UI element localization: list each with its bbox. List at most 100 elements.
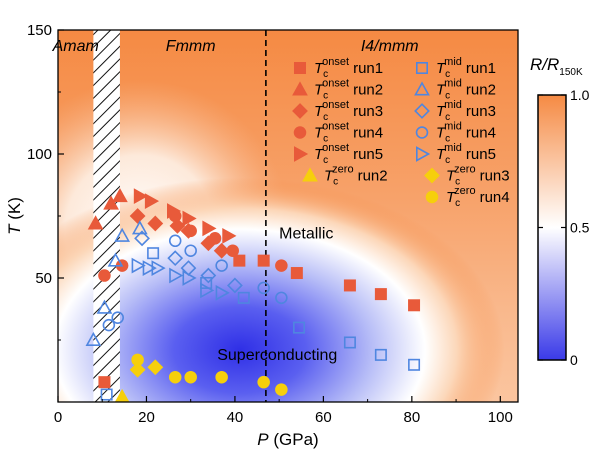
data-point-series-12: [215, 370, 228, 384]
data-point-series-4: [182, 210, 197, 227]
legend-sup: mid: [444, 142, 462, 154]
legend-var: T: [436, 125, 447, 142]
data-point-series-2: [213, 242, 230, 259]
legend-var: T: [324, 168, 335, 185]
legend-marker-9: [415, 126, 429, 139]
legend-marker-12: [425, 190, 439, 204]
data-point-series-12: [168, 370, 182, 384]
y-axis-variable: T: [5, 223, 24, 235]
legend-run: run1: [353, 60, 383, 77]
data-point-series-4: [222, 227, 237, 244]
legend-marker-5: [302, 167, 318, 182]
data-point-series-3: [208, 232, 222, 245]
colorbar-title: R/R150K: [530, 55, 583, 78]
legend-marker-8: [414, 103, 430, 119]
data-point-series-9: [215, 259, 228, 272]
data-point-series-11: [129, 361, 146, 378]
legend-var: T: [436, 82, 447, 99]
legend-run: run4: [480, 189, 510, 206]
legend-entry-6: Tcmid run1: [436, 56, 496, 80]
legend-entry-3: Tconset run4: [314, 121, 383, 145]
data-point-series-2: [129, 208, 146, 224]
legend-entry-9: Tcmid run4: [436, 121, 496, 145]
legend-var: T: [314, 82, 325, 99]
hatched-region: [93, 30, 120, 402]
legend-entry-5: Tczero run2: [324, 164, 388, 188]
data-point-series-4: [167, 203, 182, 219]
legend-sub: c: [333, 177, 338, 188]
data-point-series-9: [184, 244, 197, 257]
legend-entry-7: Tcmid run2: [436, 78, 496, 102]
data-point-series-10: [169, 267, 184, 284]
legend-var: T: [314, 60, 325, 77]
legend-run: run2: [353, 82, 383, 99]
data-point-series-6: [293, 321, 306, 334]
axis-ticks: 0 20 40 60 80 100 50 100 150: [27, 22, 513, 426]
data-point-series-10: [215, 285, 230, 301]
data-point-series-0: [98, 376, 111, 389]
data-point-series-9: [168, 234, 182, 248]
data-point-series-0: [257, 254, 270, 267]
legend-marker-11: [424, 167, 440, 184]
data-point-series-6: [343, 336, 356, 349]
colorbar-title-main: R/R: [530, 55, 559, 74]
chart-labels: P (GPa) T (K) Amam Fmmm I4/mmm Metallic Superc…: [5, 38, 419, 449]
data-point-series-10: [142, 260, 157, 276]
data-point-series-7: [85, 331, 102, 347]
legend-sub: c: [445, 69, 450, 80]
legend-sub: c: [445, 112, 450, 123]
x-tick-label: 100: [488, 409, 513, 426]
legend-entry-12: Tczero run4: [446, 185, 510, 209]
data-point-series-10: [151, 260, 166, 276]
legend-sup: zero: [454, 164, 475, 176]
region-label-0: Metallic: [279, 225, 333, 242]
legend-sub: c: [455, 198, 460, 209]
legend-run: run2: [466, 82, 496, 99]
y-axis-label: T (K): [5, 197, 24, 235]
data-point-series-4: [144, 193, 160, 209]
phase-label-2: I4/mmm: [361, 38, 419, 55]
data-point-series-9: [275, 291, 288, 305]
data-point-series-3: [226, 244, 239, 257]
y-tick-label: 150: [27, 22, 52, 39]
data-point-series-12: [184, 370, 197, 384]
legend-sup: mid: [444, 121, 462, 133]
data-point-series-1: [87, 215, 104, 230]
legend-var: T: [436, 103, 447, 120]
legend-entry-4: Tconset run5: [314, 142, 383, 166]
legend-sup: mid: [444, 78, 462, 90]
x-tick-label: 40: [227, 409, 244, 426]
legend-run: run4: [353, 125, 383, 142]
legend-sub: c: [323, 91, 328, 102]
legend-entry-0: Tconset run1: [314, 56, 383, 80]
data-point-series-1: [112, 188, 128, 203]
plot-background: [58, 30, 518, 402]
data-point-series-3: [184, 224, 197, 238]
legend-sup: onset: [322, 99, 349, 111]
legend-run: run1: [466, 60, 496, 77]
legend-var: T: [314, 125, 325, 142]
data-point-series-9: [111, 311, 124, 324]
y-axis-unit: (K): [5, 197, 24, 224]
legend-entry-2: Tconset run3: [314, 99, 383, 123]
legend-var: T: [314, 103, 325, 120]
data-point-series-9: [102, 318, 116, 332]
legend-sub: c: [445, 155, 450, 166]
legend-var: T: [436, 60, 447, 77]
legend-var: T: [446, 168, 457, 185]
legend-entry-11: Tczero run3: [446, 164, 510, 188]
x-axis-label: P (GPa): [257, 430, 318, 449]
x-tick-label: 80: [404, 409, 421, 426]
legend-marker-6: [415, 61, 428, 74]
data-point-series-4: [133, 188, 148, 205]
legend-run: run3: [466, 103, 496, 120]
legend-marker-2: [292, 103, 308, 119]
colorbar-title-sub: 150K: [559, 67, 583, 78]
data-point-series-6: [200, 276, 213, 289]
data-point-series-0: [374, 288, 387, 301]
legend-run: run3: [480, 168, 510, 185]
legend-entry-10: Tcmid run5: [436, 142, 496, 166]
data-point-series-10: [200, 282, 215, 299]
legend-sub: c: [323, 69, 328, 80]
legend-run: run2: [358, 168, 388, 185]
